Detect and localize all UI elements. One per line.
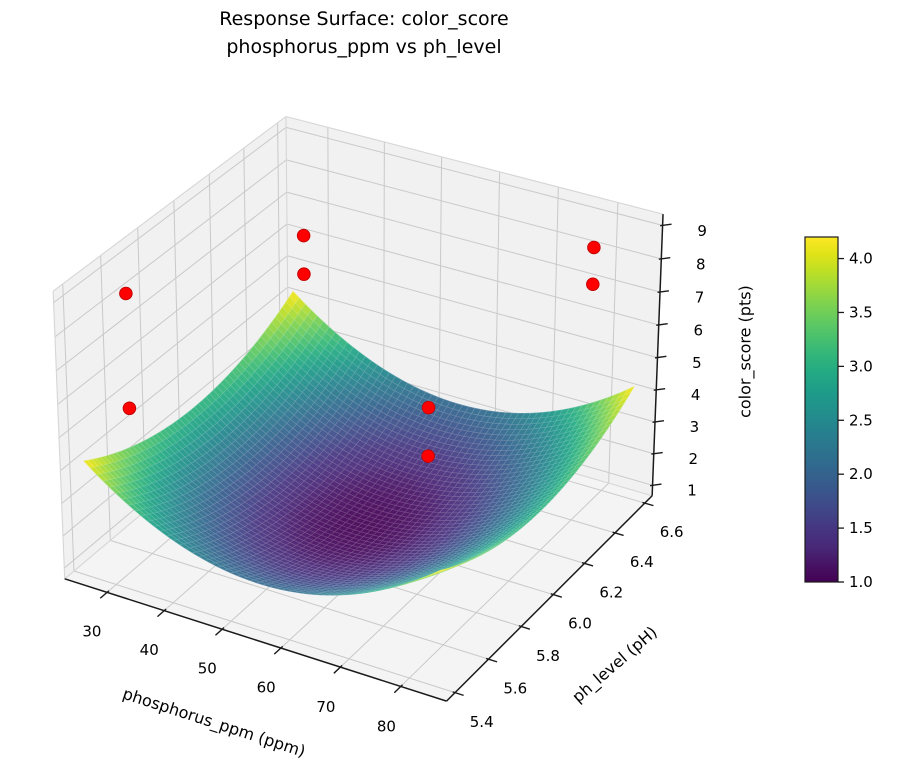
svg-text:9: 9: [697, 222, 707, 240]
z-axis-label: color_score (pts): [735, 285, 755, 418]
scatter-point: [421, 449, 435, 463]
svg-text:30: 30: [82, 622, 101, 640]
svg-text:6.0: 6.0: [568, 615, 592, 633]
svg-text:1: 1: [687, 481, 697, 499]
scatter-point: [122, 401, 137, 416]
scatter-point: [296, 228, 311, 243]
svg-text:7: 7: [695, 288, 705, 306]
svg-text:6.2: 6.2: [599, 583, 623, 601]
colorbar-gradient: [804, 236, 839, 583]
svg-text:8: 8: [696, 255, 706, 273]
svg-text:60: 60: [257, 679, 276, 697]
colorbar-tick-label: 4.0: [849, 250, 873, 268]
svg-text:3: 3: [690, 418, 700, 436]
colorbar-tick-label: 1.5: [849, 519, 873, 537]
colorbar-tick-label: 2.5: [849, 411, 873, 429]
svg-text:5: 5: [692, 354, 702, 372]
colorbar-tick-label: 3.5: [849, 303, 873, 321]
scatter-point: [297, 267, 311, 281]
scatter-point: [587, 240, 601, 255]
svg-text:6.6: 6.6: [660, 523, 684, 541]
svg-text:80: 80: [377, 717, 396, 735]
svg-text:2: 2: [688, 450, 698, 468]
axis-lines: [64, 214, 664, 702]
svg-text:5.6: 5.6: [503, 680, 527, 698]
colorbar-tick-label: 1.0: [849, 573, 873, 591]
x-axis-label: phosphorus_ppm (ppm): [120, 684, 308, 762]
chart-title: Response Surface: color_score phosphorus…: [0, 5, 728, 61]
colorbar-tick-label: 3.0: [849, 357, 873, 375]
svg-text:5.8: 5.8: [536, 647, 560, 665]
chart-title-line1: Response Surface: color_score: [219, 8, 509, 30]
scatter-points: [119, 228, 601, 463]
svg-text:4: 4: [691, 386, 701, 404]
scatter-point: [421, 400, 436, 415]
colorbar: 1.0 1.5 2.0 2.5 3.0 3.5 4.0: [804, 236, 873, 591]
y-axis-ticks: 5.4 5.6 5.8 6.0 6.2 6.4 6.6: [452, 501, 684, 731]
scatter-point: [119, 286, 133, 301]
z-axis-ticks: 1 2 3 4 5 6 7 8 9: [649, 222, 707, 499]
chart-title-line2: phosphorus_ppm vs ph_level: [226, 36, 502, 58]
scatter-point: [586, 277, 600, 292]
svg-text:70: 70: [316, 698, 335, 716]
svg-text:6: 6: [693, 321, 703, 339]
svg-text:6.4: 6.4: [630, 553, 654, 571]
svg-text:50: 50: [198, 660, 217, 678]
svg-text:5.4: 5.4: [470, 713, 494, 731]
colorbar-tick-label: 2.0: [849, 465, 873, 483]
x-axis-ticks: 30 40 50 60 70 80: [82, 590, 404, 735]
svg-text:40: 40: [140, 641, 159, 659]
surface-mesh: [83, 291, 635, 596]
y-axis-label: ph_level (pH): [568, 622, 661, 707]
